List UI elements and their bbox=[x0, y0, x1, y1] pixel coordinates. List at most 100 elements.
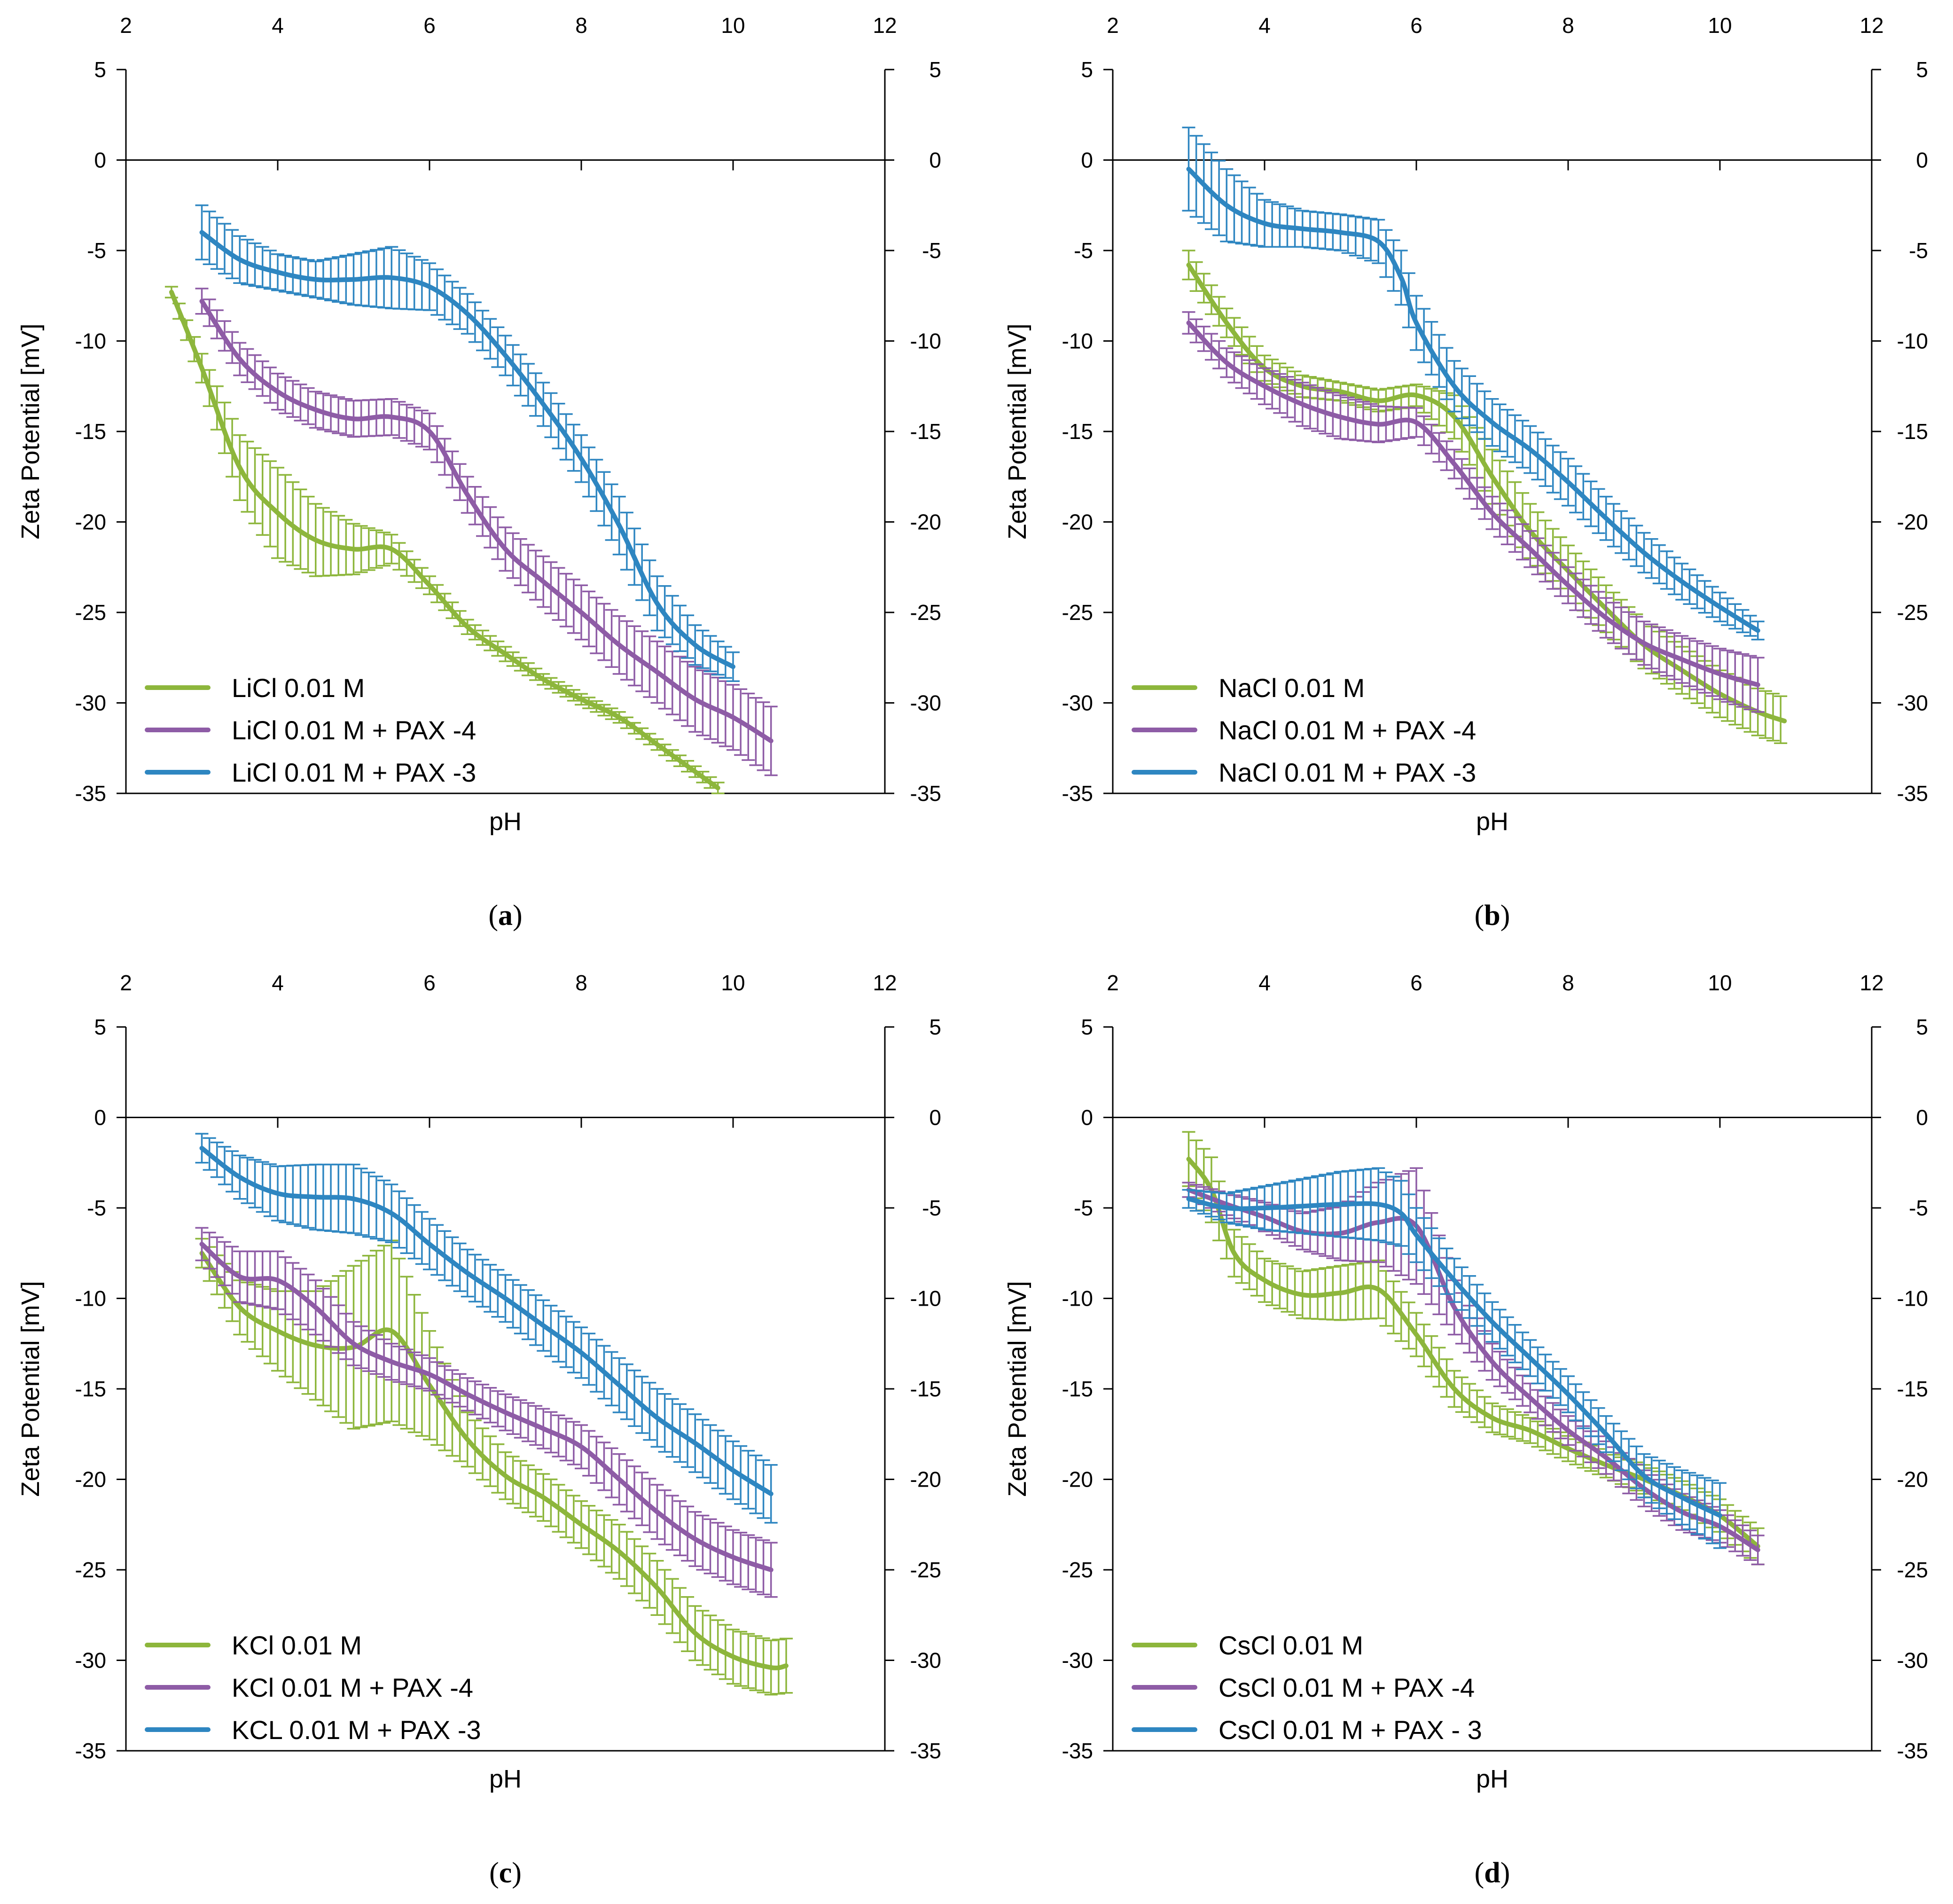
caption-close-paren: ) bbox=[512, 1857, 522, 1889]
y-tick-label-left: -10 bbox=[1062, 329, 1093, 353]
y-tick-label-left: -30 bbox=[1062, 691, 1093, 715]
x-tick-label: 8 bbox=[1562, 13, 1574, 38]
series-line bbox=[1186, 166, 1760, 633]
x-axis-title: pH bbox=[489, 807, 522, 836]
x-tick-label: 10 bbox=[721, 13, 745, 38]
legend-label: KCl 0.01 M + PAX -4 bbox=[232, 1673, 473, 1702]
y-tick-label-right: -5 bbox=[1909, 238, 1928, 263]
y-tick-label-left: -5 bbox=[87, 238, 106, 263]
legend: LiCl 0.01 M LiCl 0.01 M + PAX -4 LiCl 0.01… bbox=[145, 673, 476, 787]
legend: NaCl 0.01 M NaCl 0.01 M + PAX -4 NaCl 0.01… bbox=[1132, 673, 1476, 787]
series-1 bbox=[1182, 1167, 1765, 1566]
caption-letter: c bbox=[499, 1857, 512, 1889]
x-axis-title: pH bbox=[489, 1765, 522, 1793]
y-tick-label-right: -5 bbox=[1909, 1196, 1928, 1220]
series-0 bbox=[164, 286, 725, 794]
y-tick-label-right: -15 bbox=[1897, 419, 1928, 444]
x-tick-label: 2 bbox=[120, 971, 132, 995]
caption-open-paren: ( bbox=[1475, 900, 1484, 932]
error-bars bbox=[195, 204, 740, 682]
y-tick-label-left: 0 bbox=[1081, 148, 1093, 172]
x-tick-label: 2 bbox=[120, 13, 132, 38]
y-axis-title: Zeta Potential [mV] bbox=[16, 1281, 45, 1497]
caption-close-paren: ) bbox=[1500, 1857, 1510, 1889]
x-tick-label: 6 bbox=[1410, 13, 1422, 38]
error-bars bbox=[1182, 1167, 1765, 1566]
y-tick-label-left: -20 bbox=[1062, 510, 1093, 534]
series-0 bbox=[1182, 1131, 1765, 1566]
y-tick-label-right: -10 bbox=[910, 329, 941, 353]
y-axis-title: Zeta Potential [mV] bbox=[1003, 1281, 1031, 1497]
caption-open-paren: ( bbox=[1475, 1857, 1484, 1889]
y-tick-label-right: -15 bbox=[910, 419, 941, 444]
y-tick-label-right: 5 bbox=[929, 1015, 941, 1039]
y-tick-label-left: -15 bbox=[75, 1377, 106, 1401]
series-1 bbox=[1182, 311, 1765, 713]
legend-label: NaCl 0.01 M + PAX -3 bbox=[1219, 758, 1476, 787]
y-tick-label-left: 0 bbox=[1081, 1105, 1093, 1130]
y-tick-label-left: -5 bbox=[1074, 238, 1093, 263]
panel-caption: (d) bbox=[1475, 1857, 1510, 1889]
legend: KCl 0.01 M KCl 0.01 M + PAX -4 KCL 0.01 M … bbox=[145, 1630, 481, 1745]
y-tick-label-right: 5 bbox=[929, 57, 941, 82]
caption-letter: b bbox=[1484, 900, 1500, 932]
legend-label: KCl 0.01 M bbox=[232, 1630, 362, 1660]
y-tick-label-right: 0 bbox=[929, 1105, 941, 1130]
legend-label: KCL 0.01 M + PAX -3 bbox=[232, 1715, 481, 1745]
y-tick-label-left: -5 bbox=[1074, 1196, 1093, 1220]
x-tick-label: 12 bbox=[873, 971, 897, 995]
y-tick-label-right: -25 bbox=[1897, 600, 1928, 625]
y-tick-label-right: -20 bbox=[1897, 1467, 1928, 1492]
series-1 bbox=[195, 1227, 778, 1598]
x-tick-label: 6 bbox=[423, 13, 436, 38]
x-axis-title: pH bbox=[1476, 807, 1508, 836]
x-tick-label: 2 bbox=[1107, 13, 1119, 38]
error-bars bbox=[1182, 1167, 1726, 1549]
legend-label: CsCl 0.01 M + PAX - 3 bbox=[1219, 1715, 1482, 1745]
y-tick-label-right: 0 bbox=[929, 148, 941, 172]
y-tick-label-left: -25 bbox=[75, 1558, 106, 1582]
y-tick-label-right: -20 bbox=[910, 1467, 941, 1492]
series-2 bbox=[195, 1133, 778, 1524]
y-tick-label-right: -10 bbox=[1897, 329, 1928, 353]
y-tick-label-left: -15 bbox=[1062, 1377, 1093, 1401]
y-tick-label-right: -35 bbox=[1897, 1739, 1928, 1763]
caption-close-paren: ) bbox=[1500, 900, 1510, 932]
y-tick-label-left: -30 bbox=[1062, 1648, 1093, 1673]
y-tick-label-left: -25 bbox=[1062, 1558, 1093, 1582]
x-tick-label: 10 bbox=[1708, 13, 1732, 38]
y-tick-label-left: 0 bbox=[94, 1105, 106, 1130]
y-tick-label-left: -35 bbox=[75, 1739, 106, 1763]
y-tick-label-right: -35 bbox=[910, 781, 941, 806]
y-axis-title: Zeta Potential [mV] bbox=[1003, 323, 1031, 539]
series-line bbox=[199, 1145, 773, 1497]
series-line bbox=[1186, 321, 1760, 687]
caption-open-paren: ( bbox=[488, 900, 498, 932]
y-tick-label-right: -20 bbox=[910, 510, 941, 534]
y-tick-label-right: -5 bbox=[922, 238, 941, 263]
series-line bbox=[1186, 262, 1787, 723]
x-tick-label: 2 bbox=[1107, 971, 1119, 995]
y-tick-label-left: -30 bbox=[75, 691, 106, 715]
y-tick-label-right: -25 bbox=[910, 1558, 941, 1582]
legend-label: LiCl 0.01 M + PAX -4 bbox=[232, 715, 476, 745]
y-tick-label-left: -20 bbox=[75, 510, 106, 534]
y-tick-label-right: -35 bbox=[1897, 781, 1928, 806]
chart-panel-b: 2 4 6 8 10 12 5 5 0 0 -5 -5 -10 -10 -15 -15 -20 -20 -25 -25… bbox=[1003, 13, 1928, 932]
y-tick-label-left: -25 bbox=[75, 600, 106, 625]
y-tick-label-right: 5 bbox=[1916, 1015, 1928, 1039]
y-tick-label-right: 5 bbox=[1916, 57, 1928, 82]
series-1 bbox=[195, 288, 778, 776]
y-tick-label-left: 0 bbox=[94, 148, 106, 172]
series-line bbox=[199, 298, 773, 744]
legend-label: CsCl 0.01 M + PAX -4 bbox=[1219, 1673, 1475, 1702]
error-bars bbox=[1182, 1131, 1765, 1566]
y-tick-label-left: 5 bbox=[1081, 1015, 1093, 1039]
series-line bbox=[169, 290, 720, 791]
y-tick-label-right: -30 bbox=[1897, 691, 1928, 715]
chart-panel-c: 2 4 6 8 10 12 5 5 0 0 -5 -5 -10 -10 -15 -15 -20 -20 -25 -25… bbox=[16, 971, 941, 1889]
y-tick-label-left: 5 bbox=[94, 57, 106, 82]
series-2 bbox=[195, 204, 740, 682]
x-tick-label: 12 bbox=[1859, 13, 1883, 38]
y-tick-label-left: -10 bbox=[75, 1286, 106, 1311]
